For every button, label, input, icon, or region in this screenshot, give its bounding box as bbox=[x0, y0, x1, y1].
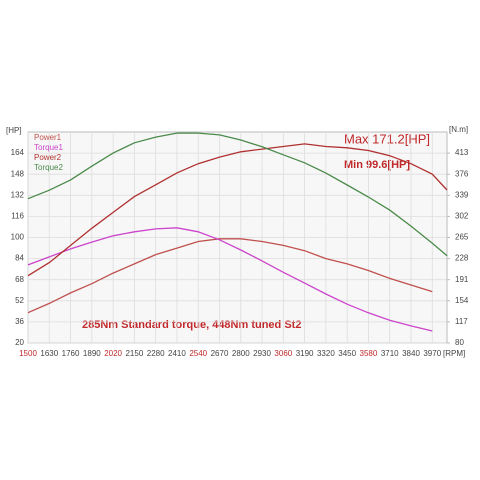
x-tick-label: 2540 bbox=[189, 349, 207, 358]
x-axis-label: [RPM] bbox=[443, 349, 465, 358]
x-tick-label: 2410 bbox=[168, 349, 186, 358]
annotation: 285Nm Standard torque, 448Nm tuned St2 bbox=[82, 319, 301, 331]
y2-tick-label: 191 bbox=[455, 275, 469, 284]
y-tick-label: 36 bbox=[15, 317, 24, 326]
series-line bbox=[27, 238, 433, 314]
y-tick-label: 20 bbox=[15, 338, 24, 347]
x-tick-label: 2930 bbox=[253, 349, 271, 358]
y2-axis-label: [N.m] bbox=[449, 125, 468, 134]
y2-tick-label: 339 bbox=[455, 190, 469, 199]
y-tick-label: 132 bbox=[11, 190, 25, 199]
annotation: Max 171.2[HP] bbox=[344, 131, 430, 146]
x-tick-label: 1760 bbox=[62, 349, 80, 358]
x-tick-label: 2020 bbox=[104, 349, 122, 358]
y-tick-label: 68 bbox=[15, 275, 24, 284]
legend-label: Torque2 bbox=[34, 163, 63, 172]
y2-tick-label: 376 bbox=[455, 169, 469, 178]
y-tick-label: 100 bbox=[11, 233, 25, 242]
series-line bbox=[27, 227, 433, 332]
legend-label: Power2 bbox=[34, 153, 62, 162]
x-tick-label: 3970 bbox=[423, 349, 441, 358]
series-line bbox=[27, 132, 448, 257]
y-tick-label: 148 bbox=[11, 169, 25, 178]
x-tick-label: 3580 bbox=[360, 349, 378, 358]
series-line bbox=[27, 143, 448, 277]
y-tick-label: 116 bbox=[11, 212, 24, 221]
y2-tick-label: 302 bbox=[455, 212, 469, 221]
y2-tick-label: 228 bbox=[455, 254, 469, 263]
x-tick-label: 3060 bbox=[274, 349, 292, 358]
x-tick-label: 2670 bbox=[211, 349, 229, 358]
x-tick-label: 3320 bbox=[317, 349, 335, 358]
x-tick-label: 1890 bbox=[83, 349, 101, 358]
x-tick-label: 3840 bbox=[402, 349, 420, 358]
y-tick-label: 52 bbox=[15, 296, 24, 305]
y2-tick-label: 413 bbox=[455, 148, 469, 157]
annotation: Min 99.6[HP] bbox=[344, 159, 410, 171]
x-tick-label: 3710 bbox=[381, 349, 399, 358]
x-tick-label: 2150 bbox=[125, 349, 143, 358]
y2-tick-label: 80 bbox=[455, 338, 464, 347]
legend-label: Torque1 bbox=[34, 143, 63, 152]
y2-tick-label: 154 bbox=[455, 296, 469, 305]
x-tick-label: 3450 bbox=[338, 349, 356, 358]
y2-tick-label: 265 bbox=[455, 233, 469, 242]
x-tick-label: 1630 bbox=[40, 349, 58, 358]
x-tick-label: 3190 bbox=[296, 349, 314, 358]
y-axis-label: [HP] bbox=[6, 126, 22, 135]
y-tick-label: 164 bbox=[11, 148, 25, 157]
y-tick-label: 84 bbox=[15, 254, 24, 263]
y2-tick-label: 117 bbox=[455, 317, 468, 326]
x-tick-label: 2800 bbox=[232, 349, 250, 358]
legend-label: Power1 bbox=[34, 133, 62, 142]
x-tick-label: 1500 bbox=[19, 349, 37, 358]
x-tick-label: 2280 bbox=[147, 349, 165, 358]
